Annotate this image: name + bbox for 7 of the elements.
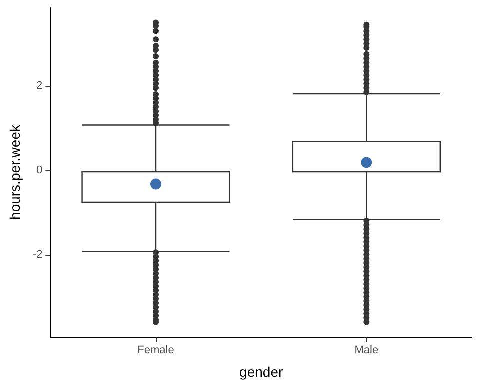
y-axis-title: hours.per.week <box>7 124 23 220</box>
y-tick-label: -2 <box>32 248 43 261</box>
y-tick-label: 2 <box>36 80 43 92</box>
x-tick-label: Male <box>354 344 379 356</box>
x-tick-label: Female <box>138 344 174 356</box>
y-tick-label: 0 <box>36 164 43 176</box>
x-axis-title: gender <box>240 364 284 380</box>
